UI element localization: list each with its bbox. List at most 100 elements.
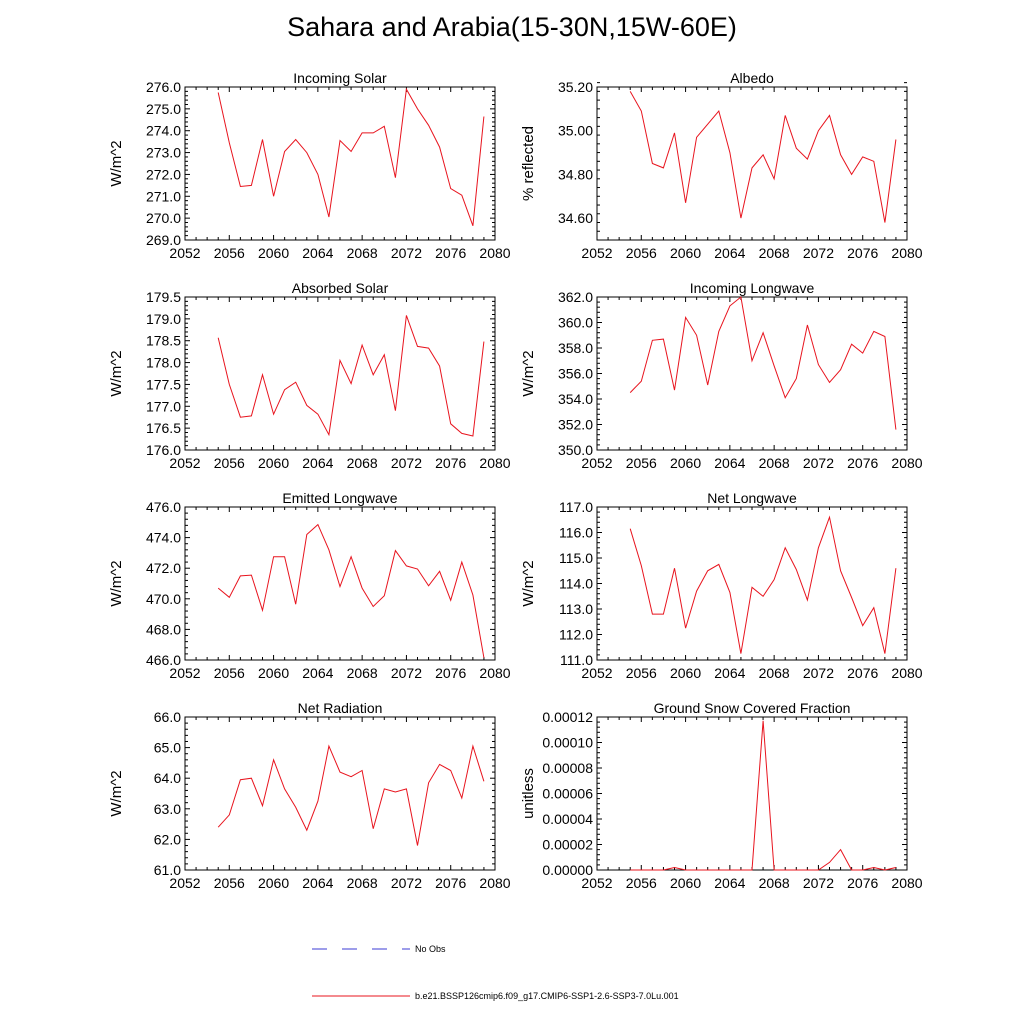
y-axis-label: W/m^2 <box>108 140 125 186</box>
y-tick-label: 117.0 <box>559 499 593 515</box>
x-tick-label: 2076 <box>435 665 466 681</box>
y-tick-label: 176.5 <box>146 420 181 436</box>
y-tick-label: 177.5 <box>146 376 181 392</box>
y-axis-label: W/m^2 <box>520 560 537 606</box>
x-tick-label: 2080 <box>479 875 510 891</box>
x-tick-label: 2064 <box>302 875 333 891</box>
y-tick-label: 176.0 <box>146 442 181 458</box>
x-tick-label: 2076 <box>847 245 878 261</box>
x-tick-label: 2060 <box>258 875 289 891</box>
y-tick-label: 178.0 <box>146 355 181 371</box>
y-tick-label: 0.00012 <box>542 709 593 725</box>
y-tick-label: 177.0 <box>146 398 181 414</box>
series-line <box>217 87 485 226</box>
x-tick-label: 2072 <box>803 455 834 471</box>
y-tick-label: 65.0 <box>154 740 181 756</box>
panel-title: Incoming Solar <box>293 70 387 86</box>
panel-2: Albedo % reflected 2052 2056 2060 2064 2068 207… <box>520 70 923 261</box>
panel-4: Incoming Longwave W/m^2 2052 2056 2060 2064 20… <box>520 280 923 471</box>
series-line <box>217 744 485 846</box>
x-tick-label: 2080 <box>479 665 510 681</box>
series-line <box>217 523 485 658</box>
x-tick-label: 2056 <box>214 455 245 471</box>
x-tick-label: 2076 <box>435 875 466 891</box>
y-axis-label: % reflected <box>520 126 537 201</box>
x-tick-label: 2080 <box>891 875 922 891</box>
x-tick-label: 2060 <box>670 455 701 471</box>
x-tick-label: 2072 <box>391 455 422 471</box>
y-tick-label: 115.0 <box>559 550 593 566</box>
y-tick-label: 466.0 <box>146 652 181 668</box>
x-tick-label: 2080 <box>891 665 922 681</box>
x-tick-label: 2052 <box>581 455 612 471</box>
y-tick-label: 354.0 <box>558 391 593 407</box>
x-tick-label: 2060 <box>258 455 289 471</box>
legend-label: No Obs <box>415 944 446 954</box>
x-tick-label: 2076 <box>435 245 466 261</box>
x-tick-label: 2076 <box>847 875 878 891</box>
y-tick-label: 0.00002 <box>542 837 593 853</box>
y-tick-label: 358.0 <box>558 340 593 356</box>
y-axis-label: W/m^2 <box>108 560 125 606</box>
panel-6: Net Longwave W/m^2 2052 2056 2060 2064 2068 207… <box>520 490 923 681</box>
x-tick-label: 2076 <box>847 455 878 471</box>
y-tick-label: 111.0 <box>560 652 593 668</box>
y-tick-label: 274.0 <box>146 123 181 139</box>
x-tick-label: 2068 <box>347 665 378 681</box>
x-tick-label: 2072 <box>803 875 834 891</box>
y-tick-label: 270.0 <box>146 210 181 226</box>
y-tick-label: 352.0 <box>558 417 593 433</box>
panel-5: Emitted Longwave W/m^2 2052 2056 2060 2064 206… <box>108 490 511 681</box>
y-tick-label: 269.0 <box>146 232 181 248</box>
x-tick-label: 2064 <box>302 245 333 261</box>
y-tick-label: 0.00006 <box>542 786 593 802</box>
panel-3: Absorbed Solar W/m^2 2052 2056 2060 2064 2068 2… <box>108 280 511 471</box>
panel-8: Ground Snow Covered Fraction unitless 2052… <box>520 700 923 891</box>
x-tick-label: 2056 <box>626 455 657 471</box>
x-tick-label: 2052 <box>169 875 200 891</box>
x-tick-label: 2072 <box>391 665 422 681</box>
x-tick-label: 2052 <box>581 665 612 681</box>
y-tick-label: 34.80 <box>558 166 593 182</box>
x-tick-label: 2076 <box>847 665 878 681</box>
x-tick-label: 2072 <box>803 245 834 261</box>
x-tick-label: 2068 <box>759 665 790 681</box>
x-tick-label: 2068 <box>759 875 790 891</box>
y-tick-label: 66.0 <box>154 709 181 725</box>
x-tick-label: 2068 <box>347 245 378 261</box>
x-tick-label: 2080 <box>479 245 510 261</box>
x-tick-label: 2068 <box>347 455 378 471</box>
y-axis-label: unitless <box>520 768 537 819</box>
x-tick-label: 2080 <box>891 245 922 261</box>
x-tick-label: 2056 <box>214 245 245 261</box>
panel-1: Incoming Solar W/m^2 2052 2056 2060 2064 2068 2… <box>108 70 511 261</box>
legend-label: b.e21.BSSP126cmip6.f09_g17.CMIP6-SSP1-2.… <box>415 991 679 1001</box>
x-tick-label: 2072 <box>391 875 422 891</box>
y-tick-label: 273.0 <box>146 145 181 161</box>
series-line <box>217 315 485 437</box>
y-tick-label: 0.00008 <box>542 760 593 776</box>
y-tick-label: 276.0 <box>146 79 181 95</box>
y-tick-label: 179.5 <box>146 289 181 305</box>
y-tick-label: 271.0 <box>146 188 181 204</box>
panel-title: Ground Snow Covered Fraction <box>654 700 851 716</box>
y-tick-label: 63.0 <box>154 801 181 817</box>
panel-title: Incoming Longwave <box>690 280 815 296</box>
x-tick-label: 2060 <box>670 245 701 261</box>
x-tick-label: 2064 <box>714 875 745 891</box>
y-axis-label: W/m^2 <box>520 350 537 396</box>
y-axis-label: W/m^2 <box>108 770 125 816</box>
series-line <box>629 296 897 430</box>
x-tick-label: 2056 <box>214 665 245 681</box>
x-tick-label: 2068 <box>759 245 790 261</box>
x-tick-label: 2056 <box>626 875 657 891</box>
x-tick-label: 2064 <box>714 455 745 471</box>
y-tick-label: 272.0 <box>146 166 181 182</box>
y-tick-label: 0.00000 <box>542 862 593 878</box>
x-tick-label: 2076 <box>435 455 466 471</box>
y-tick-label: 0.00010 <box>542 735 593 751</box>
y-tick-label: 468.0 <box>146 621 181 637</box>
x-tick-label: 2052 <box>581 875 612 891</box>
panel-title: Net Radiation <box>298 700 383 716</box>
